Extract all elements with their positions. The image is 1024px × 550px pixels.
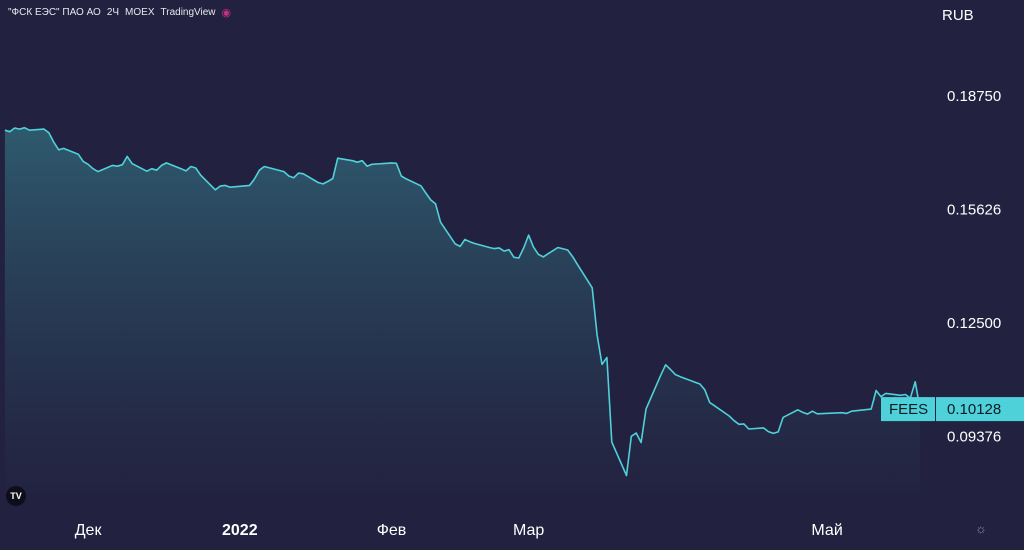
x-tick-label: Мар [513, 522, 544, 539]
last-price-value: 0.10128 [947, 401, 1001, 418]
last-price-marker: FEES 0.10128 [881, 397, 1024, 422]
price-area-fill [4, 127, 921, 510]
price-line-FEES [4, 126, 921, 477]
ticker-tag-bg [881, 397, 935, 422]
x-tick-label: 2022 [222, 522, 258, 539]
x-tick-label: Май [811, 522, 842, 539]
symbol-title[interactable]: "ФСК ЕЭС" ПАО АО [8, 6, 101, 18]
x-tick-label: Дек [75, 522, 103, 539]
ticker-tag: FEES [889, 401, 928, 418]
platform-label: TradingView [160, 6, 216, 18]
chart-header: "ФСК ЕЭС" ПАО АО 2Ч MOEX TradingView ◉ [8, 5, 231, 19]
currency-label: RUB [942, 7, 974, 24]
interval-label[interactable]: 2Ч [106, 6, 120, 18]
y-tick-label: 0.09376 [947, 428, 1001, 445]
market-status-icon[interactable]: ◉ [221, 6, 232, 19]
exchange-label: MOEX [125, 6, 155, 18]
x-tick-label: Фев [377, 522, 407, 539]
y-tick-label: 0.15626 [947, 202, 1001, 219]
last-price-tag-bg [936, 397, 1024, 422]
y-tick-label: 0.12500 [947, 315, 1001, 332]
y-tick-label: 0.18750 [947, 88, 1001, 105]
settings-icon[interactable]: ☼ [975, 521, 987, 536]
tradingview-logo-icon[interactable]: TV [6, 486, 26, 506]
